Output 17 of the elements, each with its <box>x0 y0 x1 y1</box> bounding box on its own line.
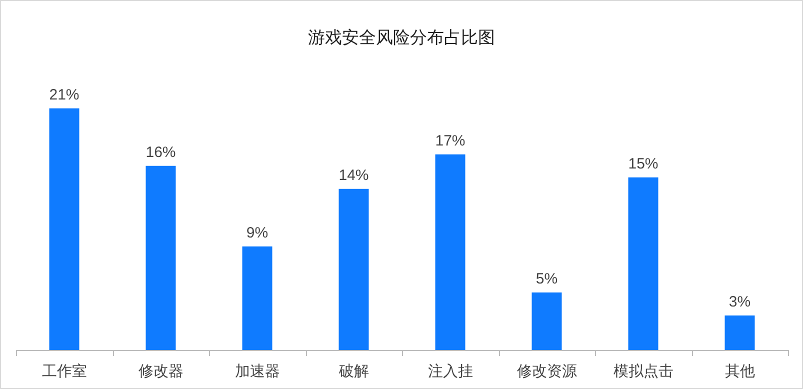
x-tick-label: 加速器 <box>234 363 280 380</box>
data-label: 15% <box>628 155 658 172</box>
x-tick-label: 其他 <box>724 363 755 380</box>
x-tick-label: 注入挂 <box>428 363 473 380</box>
data-label: 21% <box>49 86 80 104</box>
x-tick-label: 修改器 <box>138 363 184 380</box>
x-tick-label: 破解 <box>338 363 369 380</box>
x-tick-label: 模拟点击 <box>613 363 674 380</box>
data-label: 9% <box>246 224 268 242</box>
title: 游戏安全风险分布占比图 <box>308 28 495 47</box>
data-label: 5% <box>536 270 558 288</box>
data-label: 17% <box>435 132 466 150</box>
x-tick-label: 修改资源 <box>516 363 577 380</box>
data-label: 3% <box>728 293 751 310</box>
x-tick-label: 工作室 <box>42 363 87 380</box>
data-label: 16% <box>146 144 176 161</box>
data-label: 14% <box>338 166 369 184</box>
